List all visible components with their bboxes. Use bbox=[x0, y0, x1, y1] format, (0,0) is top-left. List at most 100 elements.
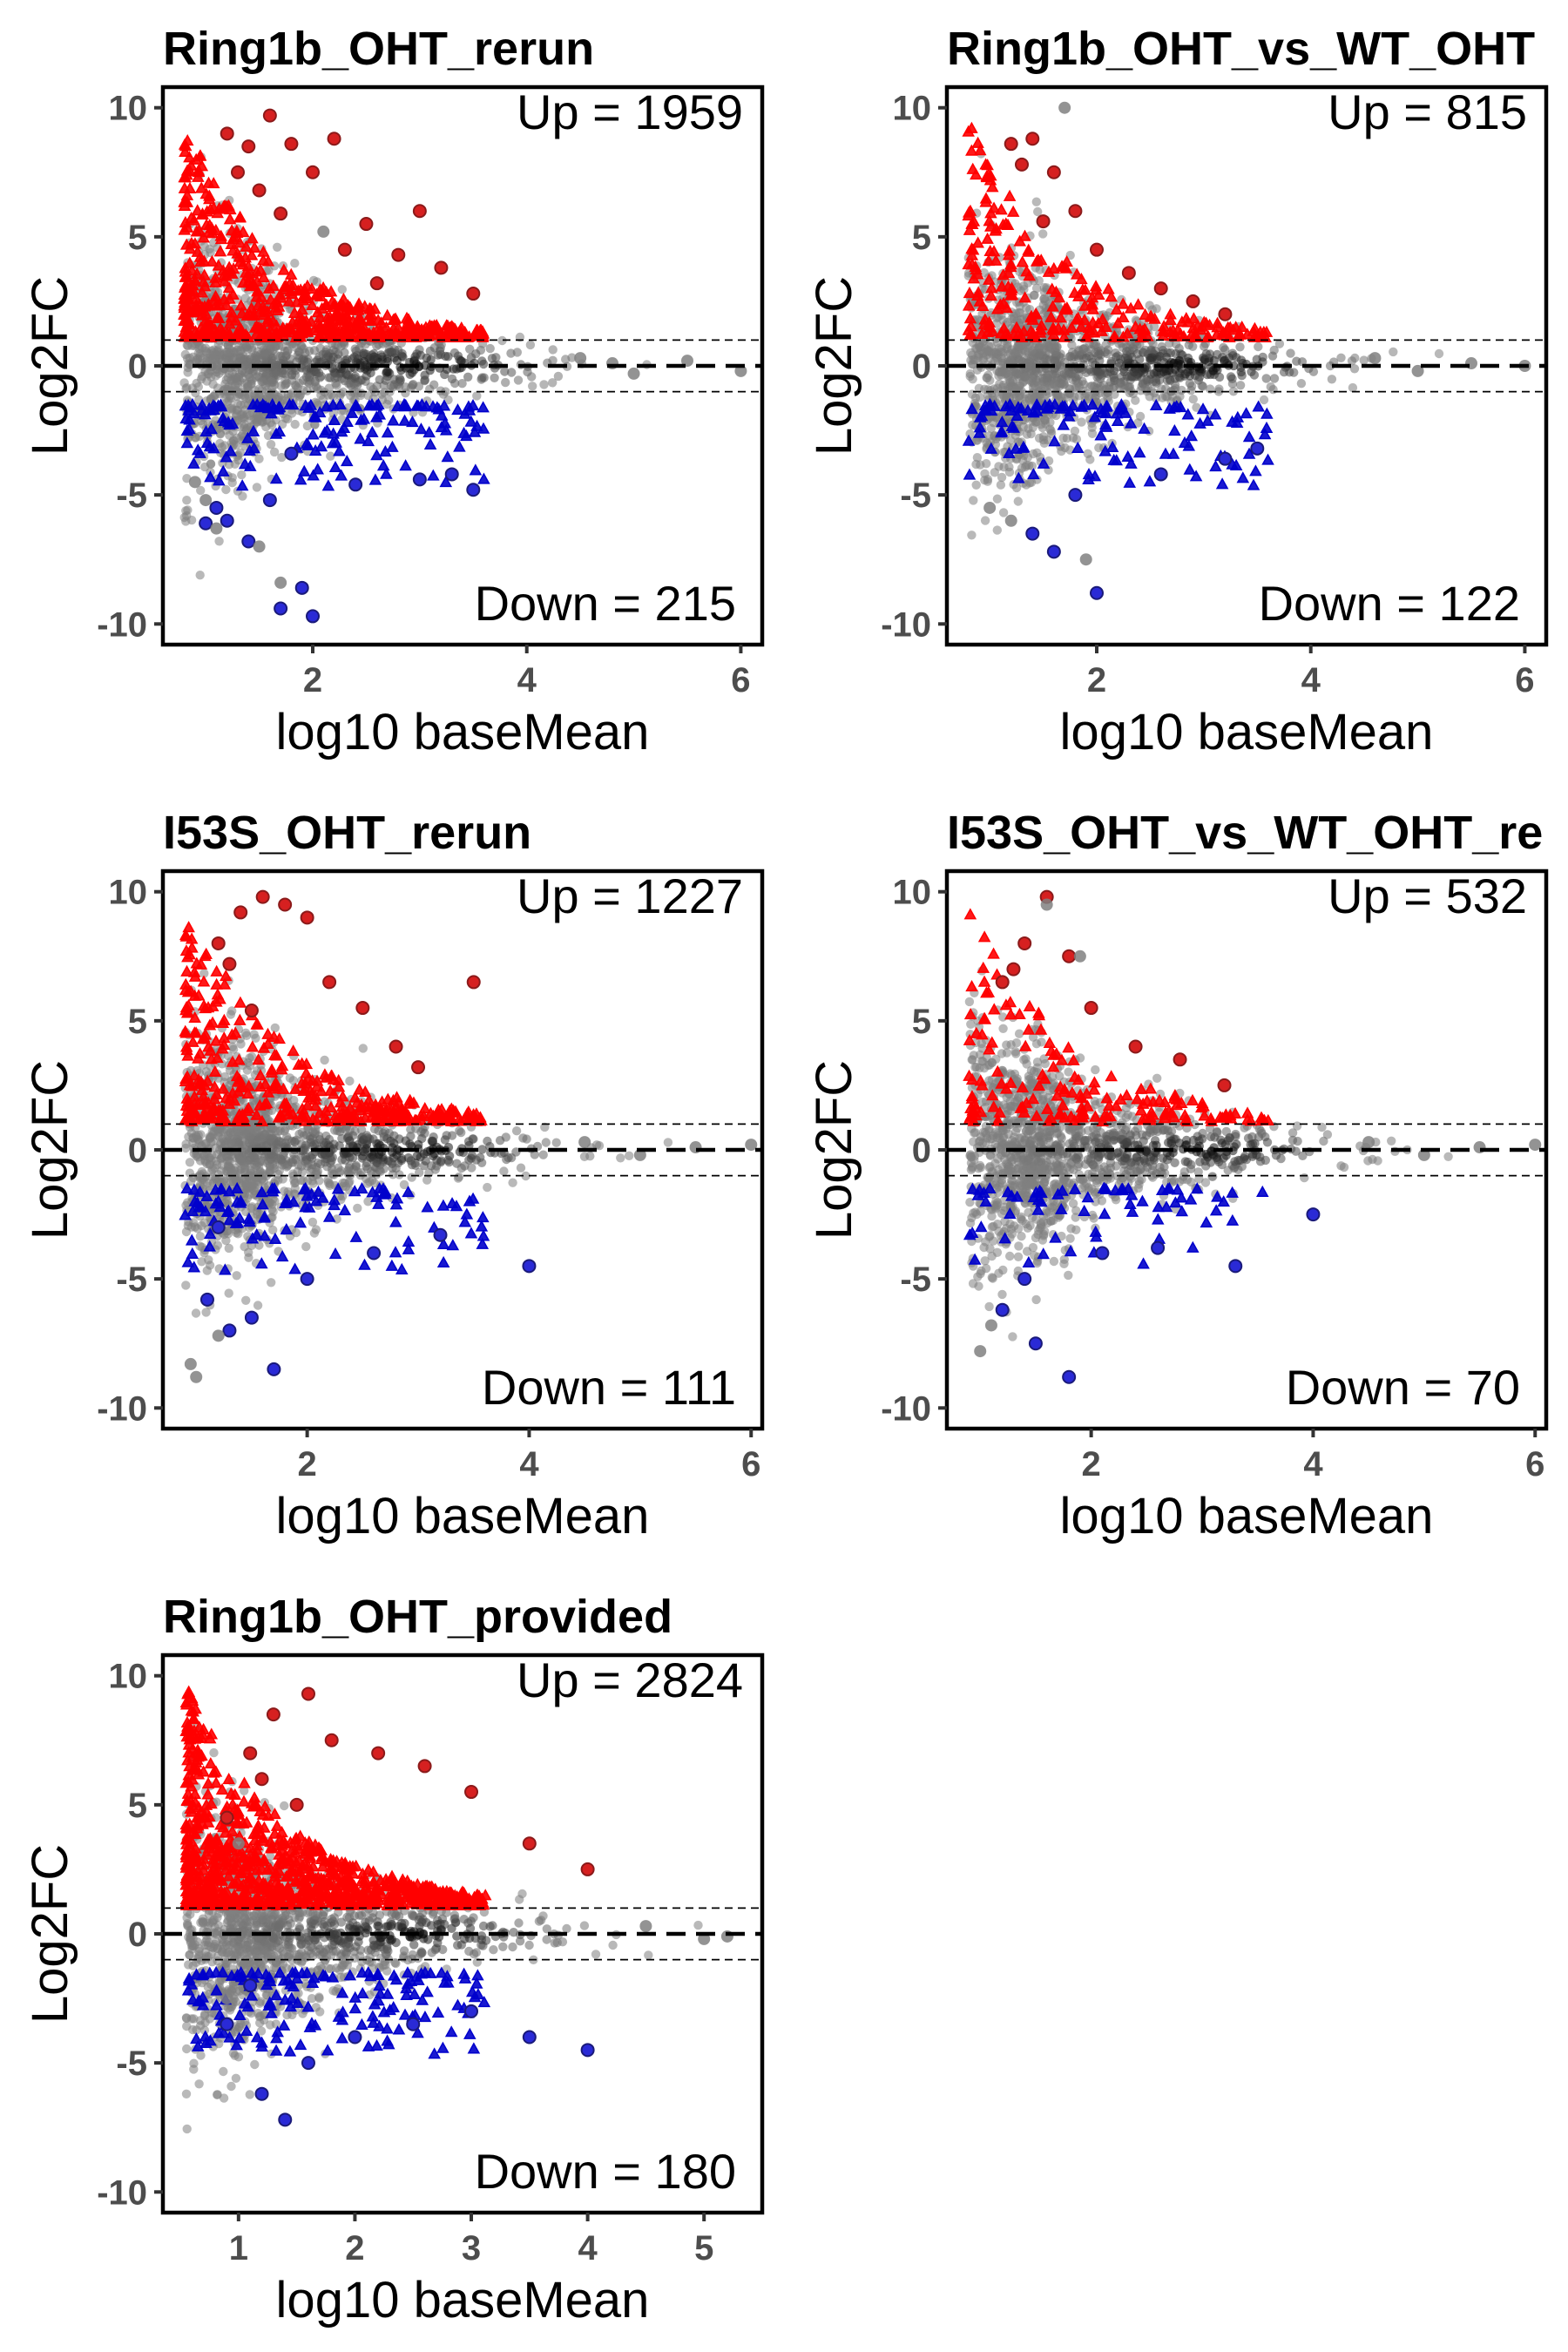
ns-point bbox=[264, 340, 274, 349]
ns-point bbox=[998, 508, 1009, 517]
ns-point bbox=[181, 1227, 192, 1237]
down-point bbox=[410, 399, 423, 411]
ns-point bbox=[1171, 383, 1180, 394]
ns-point bbox=[252, 483, 262, 492]
up-point-highlight bbox=[1121, 266, 1136, 280]
ns-point bbox=[232, 374, 241, 383]
ns-point bbox=[337, 1133, 347, 1144]
down-point-highlight bbox=[1046, 544, 1061, 559]
up-point bbox=[179, 194, 192, 206]
down-point-highlight bbox=[1153, 467, 1168, 482]
up-point bbox=[178, 181, 192, 193]
ns-point bbox=[971, 459, 981, 470]
ns-point bbox=[968, 375, 977, 384]
ns-point bbox=[181, 1281, 191, 1290]
ns-point bbox=[980, 516, 990, 525]
ns-point bbox=[333, 372, 342, 382]
down-point bbox=[1037, 456, 1051, 469]
up-point bbox=[1033, 326, 1047, 338]
ns-point bbox=[1087, 422, 1097, 432]
up-point-highlight bbox=[1025, 132, 1040, 146]
up-point bbox=[212, 259, 226, 271]
ns-point bbox=[1170, 374, 1180, 383]
ns-outlier-points bbox=[188, 225, 747, 589]
up-point bbox=[352, 301, 365, 313]
up-point bbox=[310, 288, 323, 301]
up-point-highlight bbox=[1015, 157, 1029, 172]
up-point-highlight bbox=[337, 242, 352, 257]
ns-outlier bbox=[317, 225, 330, 238]
ns-point bbox=[241, 1295, 251, 1306]
up-point bbox=[1096, 313, 1109, 325]
ns-point bbox=[1049, 379, 1059, 389]
up-point bbox=[1175, 315, 1189, 328]
down-point bbox=[311, 463, 324, 475]
up-point bbox=[183, 151, 196, 163]
up-point bbox=[1005, 281, 1018, 294]
down-point bbox=[380, 467, 393, 479]
ns-point bbox=[522, 1134, 531, 1144]
ns-point bbox=[300, 356, 309, 366]
up-point bbox=[1018, 291, 1031, 303]
ns-point bbox=[1180, 369, 1190, 379]
down-point bbox=[238, 457, 252, 470]
down-point bbox=[441, 450, 455, 463]
ns-point bbox=[214, 537, 224, 546]
down-point bbox=[318, 426, 331, 438]
ns-point bbox=[358, 1044, 368, 1053]
ns-point bbox=[1173, 358, 1183, 368]
up-point bbox=[1023, 269, 1036, 281]
up-point bbox=[989, 253, 1003, 266]
up-point bbox=[257, 245, 270, 257]
up-point bbox=[1188, 328, 1202, 340]
ns-outlier bbox=[274, 576, 287, 589]
down-point bbox=[1017, 441, 1030, 453]
up-point bbox=[381, 308, 394, 321]
down-point bbox=[366, 425, 379, 437]
up-point bbox=[976, 299, 990, 312]
ns-point bbox=[385, 348, 395, 357]
ns-point bbox=[997, 353, 1006, 362]
down-point bbox=[266, 397, 280, 410]
down-point bbox=[328, 460, 342, 473]
down-point bbox=[975, 409, 989, 422]
ns-point bbox=[1004, 467, 1015, 477]
up-point bbox=[965, 242, 978, 254]
up-point bbox=[206, 177, 220, 189]
up-point bbox=[206, 254, 219, 267]
ns-outlier bbox=[1079, 553, 1092, 566]
down-point bbox=[464, 415, 478, 427]
up-point bbox=[197, 324, 211, 336]
down-point bbox=[1208, 408, 1222, 420]
ns-point bbox=[207, 355, 217, 364]
ns-point bbox=[980, 469, 990, 478]
ns-point bbox=[1205, 349, 1215, 359]
ns-point bbox=[240, 412, 249, 422]
up-point bbox=[1002, 266, 1016, 278]
ns-point bbox=[1029, 449, 1038, 459]
ns-point bbox=[1188, 395, 1199, 404]
ns-point bbox=[1219, 342, 1228, 353]
up-point bbox=[965, 258, 979, 270]
down-point bbox=[978, 399, 992, 411]
ns-outlier bbox=[734, 364, 747, 377]
up-point bbox=[971, 136, 984, 148]
ns-point bbox=[507, 368, 517, 377]
ns-point bbox=[1077, 417, 1086, 427]
down-point-highlight bbox=[284, 446, 299, 461]
down-point-highlight bbox=[1250, 441, 1265, 456]
down-point bbox=[435, 409, 449, 421]
ns-point bbox=[1279, 368, 1289, 377]
up-point bbox=[1157, 320, 1171, 332]
ns-point bbox=[382, 399, 392, 409]
down-point bbox=[1015, 402, 1028, 414]
down-point bbox=[962, 434, 976, 446]
down-point bbox=[355, 413, 368, 425]
ns-point bbox=[1057, 446, 1066, 456]
down-point bbox=[1183, 463, 1197, 475]
up-point-highlight bbox=[391, 247, 406, 262]
down-point bbox=[370, 399, 383, 411]
down-point bbox=[1236, 471, 1250, 483]
ns-point bbox=[368, 384, 378, 395]
up-point bbox=[971, 236, 984, 248]
